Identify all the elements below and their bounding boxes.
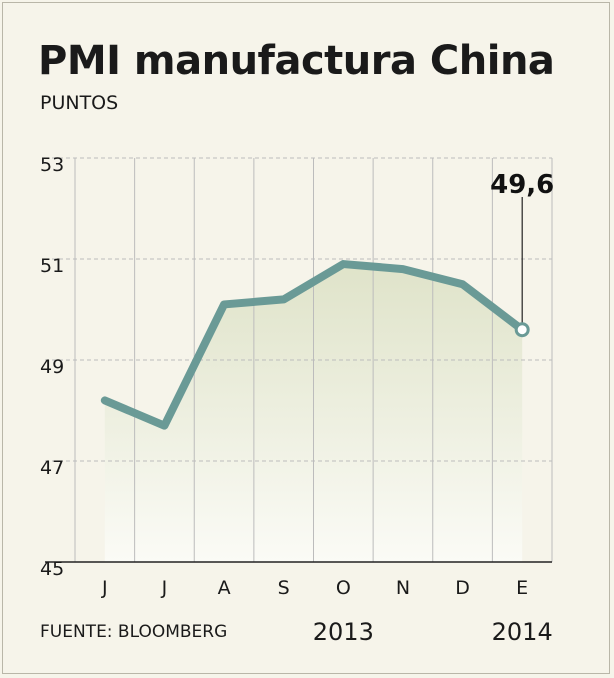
y-tick-label: 45 (40, 558, 64, 580)
y-tick-label: 49 (40, 356, 64, 378)
x-tick-label: J (101, 577, 108, 599)
x-tick-label: E (516, 577, 528, 599)
y-tick-label: 53 (40, 154, 64, 176)
source-note: FUENTE: BLOOMBERG (40, 622, 228, 642)
x-tick-label: O (336, 577, 351, 599)
x-tick-label: N (396, 577, 410, 599)
chart-subtitle: PUNTOS (40, 92, 119, 114)
x-tick-label: J (161, 577, 168, 599)
year-label: 2013 (313, 618, 374, 646)
year-label: 2014 (492, 618, 553, 646)
series-line (100, 260, 527, 430)
y-tick-label: 47 (40, 457, 64, 479)
y-tick-label: 51 (40, 255, 64, 277)
x-tick-label: S (278, 577, 290, 599)
data-label: 49,6 (490, 170, 554, 200)
data-point-marker (514, 322, 530, 338)
x-tick-label: A (218, 577, 231, 599)
chart-title: PMI manufactura China (38, 38, 555, 84)
x-tick-label: D (455, 577, 470, 599)
